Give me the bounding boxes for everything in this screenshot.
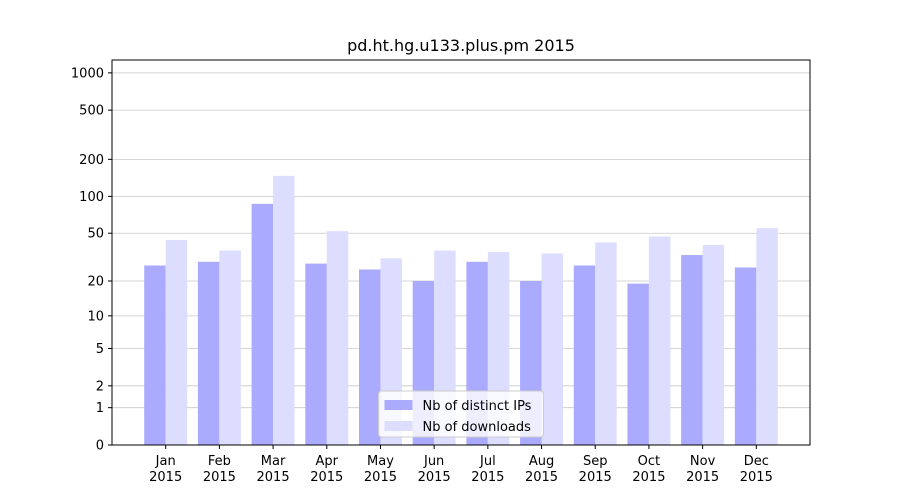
x-tick-label: Jul 2015	[471, 454, 504, 485]
bar	[541, 253, 564, 445]
bar	[756, 228, 778, 445]
bar	[573, 265, 596, 445]
chart-title: pd.ht.hg.u133.plus.pm 2015	[347, 36, 575, 55]
bar	[358, 269, 381, 445]
y-tick-label: 1000	[71, 66, 104, 81]
bar	[734, 267, 757, 445]
bar	[251, 203, 274, 445]
bar	[273, 175, 295, 445]
y-tick-label: 1	[96, 401, 104, 416]
x-tick-label: May 2015	[364, 454, 397, 485]
x-tick-label: Nov 2015	[686, 454, 719, 485]
bar	[197, 261, 220, 445]
y-tick-label: 500	[79, 104, 104, 119]
y-tick-label: 10	[87, 309, 104, 324]
legend-swatch	[384, 421, 413, 431]
x-tick-label: Jun 2015	[418, 454, 451, 485]
legend-swatch	[384, 400, 413, 410]
bar	[326, 231, 349, 445]
legend-label: Nb of distinct IPs	[423, 399, 532, 414]
y-tick-label: 0	[96, 439, 104, 454]
bar	[681, 255, 703, 445]
x-tick-label: Feb 2015	[203, 454, 236, 485]
legend-label: Nb of downloads	[423, 420, 532, 435]
y-tick-label: 20	[87, 275, 104, 290]
x-tick-label: Apr 2015	[310, 454, 343, 485]
bar	[165, 239, 188, 445]
x-tick-label: Jan 2015	[149, 454, 182, 485]
y-tick-label: 2	[96, 379, 104, 394]
x-tick-label: Mar 2015	[257, 454, 290, 485]
x-tick-label: Dec 2015	[740, 454, 773, 485]
legend-box	[378, 390, 544, 438]
bar	[648, 236, 671, 445]
x-tick-label: Sep 2015	[579, 454, 612, 485]
bar	[219, 250, 241, 445]
bar	[305, 263, 327, 445]
y-tick-label: 50	[87, 227, 104, 242]
x-tick-label: Oct 2015	[632, 454, 665, 485]
y-tick-label: 100	[79, 190, 104, 205]
bar	[144, 265, 166, 445]
plot-frame	[111, 59, 811, 446]
y-tick-label: 5	[96, 342, 104, 357]
bar	[627, 283, 649, 445]
y-tick-label: 200	[79, 153, 104, 168]
bar	[595, 242, 617, 445]
bar	[702, 244, 725, 445]
x-tick-label: Aug 2015	[525, 454, 558, 485]
